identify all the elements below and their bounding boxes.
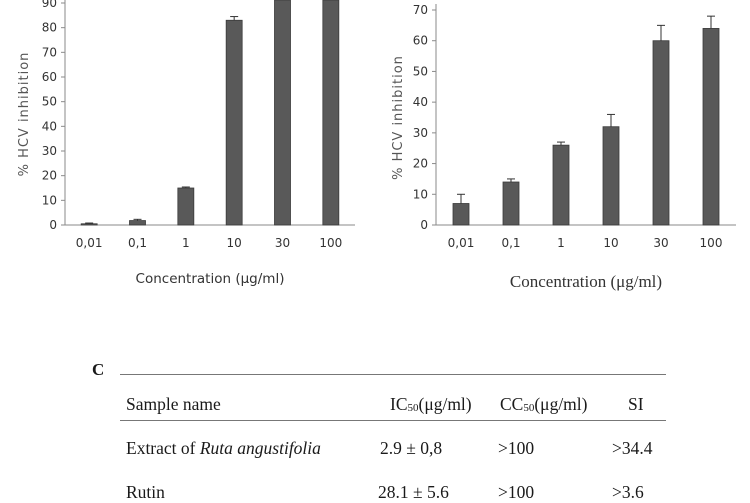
y-axis-label: % HCV inhibition xyxy=(391,55,406,180)
y-tick-label: 50 xyxy=(42,95,57,109)
x-axis-label: Concentration (μg/ml) xyxy=(136,271,285,287)
bar xyxy=(177,187,195,226)
header-cc50: CC50(μg/ml) xyxy=(500,394,588,414)
bar xyxy=(322,0,340,226)
x-tick-label: 1 xyxy=(182,236,190,250)
row-2-ic50: 28.1 ± 5.6 xyxy=(378,482,449,502)
row-2-cc50: >100 xyxy=(498,482,535,502)
results-table: C Sample name IC50(μg/ml) CC50(μg/ml) SI… xyxy=(0,352,750,502)
x-tick-label: 10 xyxy=(603,236,618,250)
y-tick-label: 30 xyxy=(413,126,428,140)
y-axis-label: % HCV inhibition xyxy=(17,52,32,177)
y-tick-label: 60 xyxy=(42,70,57,84)
bar xyxy=(129,220,146,226)
x-tick-label: 30 xyxy=(275,236,290,250)
bar xyxy=(80,223,98,226)
y-tick-label: 20 xyxy=(42,169,57,183)
header-si: SI xyxy=(628,394,644,414)
y-tick-label: 0 xyxy=(49,218,57,232)
y-tick-label: 70 xyxy=(413,3,428,17)
y-tick-label: 40 xyxy=(42,119,57,133)
y-tick-label: 10 xyxy=(42,193,57,207)
x-tick-label: 0,01 xyxy=(76,236,103,250)
y-tick-label: 10 xyxy=(413,187,428,201)
header-ic50: IC50(μg/ml) xyxy=(390,394,472,414)
y-tick-label: 80 xyxy=(42,21,57,35)
row-1-ic50: 2.9 ± 0,8 xyxy=(380,438,443,458)
bar xyxy=(652,40,670,226)
chart-b: 0 10 20 30 40 50 60 70 0,01 0,1 1 10 30 100 % HCV inhi… xyxy=(391,3,736,291)
x-axis-label: Concentration (μg/ml) xyxy=(510,272,662,291)
y-tick-label: 30 xyxy=(42,144,57,158)
table-top-rule xyxy=(120,374,666,375)
x-tick-label: 1 xyxy=(557,236,565,250)
header-sample: Sample name xyxy=(126,394,221,414)
y-tick-label: 70 xyxy=(42,45,57,59)
bar xyxy=(225,19,243,226)
row-1-si: >34.4 xyxy=(612,438,653,458)
panel-letter-c: C xyxy=(92,360,105,379)
chart-a: 0 10 20 30 40 50 60 70 80 90 0,01 0,1 1 10 30 100 % HCV … xyxy=(17,0,355,287)
row-1-name: Extract of Ruta angustifolia xyxy=(126,438,321,458)
row-1-cc50: >100 xyxy=(498,438,535,458)
bar xyxy=(452,203,470,226)
bar xyxy=(702,28,720,226)
x-tick-label: 10 xyxy=(227,236,242,250)
y-tick-label: 20 xyxy=(413,157,428,171)
bar xyxy=(602,126,620,226)
y-tick-label: 60 xyxy=(413,34,428,48)
x-tick-label: 100 xyxy=(319,236,342,250)
y-tick-label: 50 xyxy=(413,64,428,78)
row-2-si: >3.6 xyxy=(612,482,644,502)
y-tick-label: 40 xyxy=(413,95,428,109)
table-header-rule xyxy=(120,420,666,421)
x-tick-label: 30 xyxy=(653,236,668,250)
x-tick-label: 100 xyxy=(700,236,723,250)
row-2-name: Rutin xyxy=(126,482,165,502)
bar xyxy=(502,181,520,226)
x-tick-label: 0,01 xyxy=(448,236,475,250)
x-tick-label: 0,1 xyxy=(501,236,520,250)
x-tick-label: 0,1 xyxy=(128,236,147,250)
y-tick-label: 90 xyxy=(42,0,57,10)
bar xyxy=(274,0,291,226)
y-tick-label: 0 xyxy=(420,218,428,232)
bar xyxy=(552,144,570,226)
